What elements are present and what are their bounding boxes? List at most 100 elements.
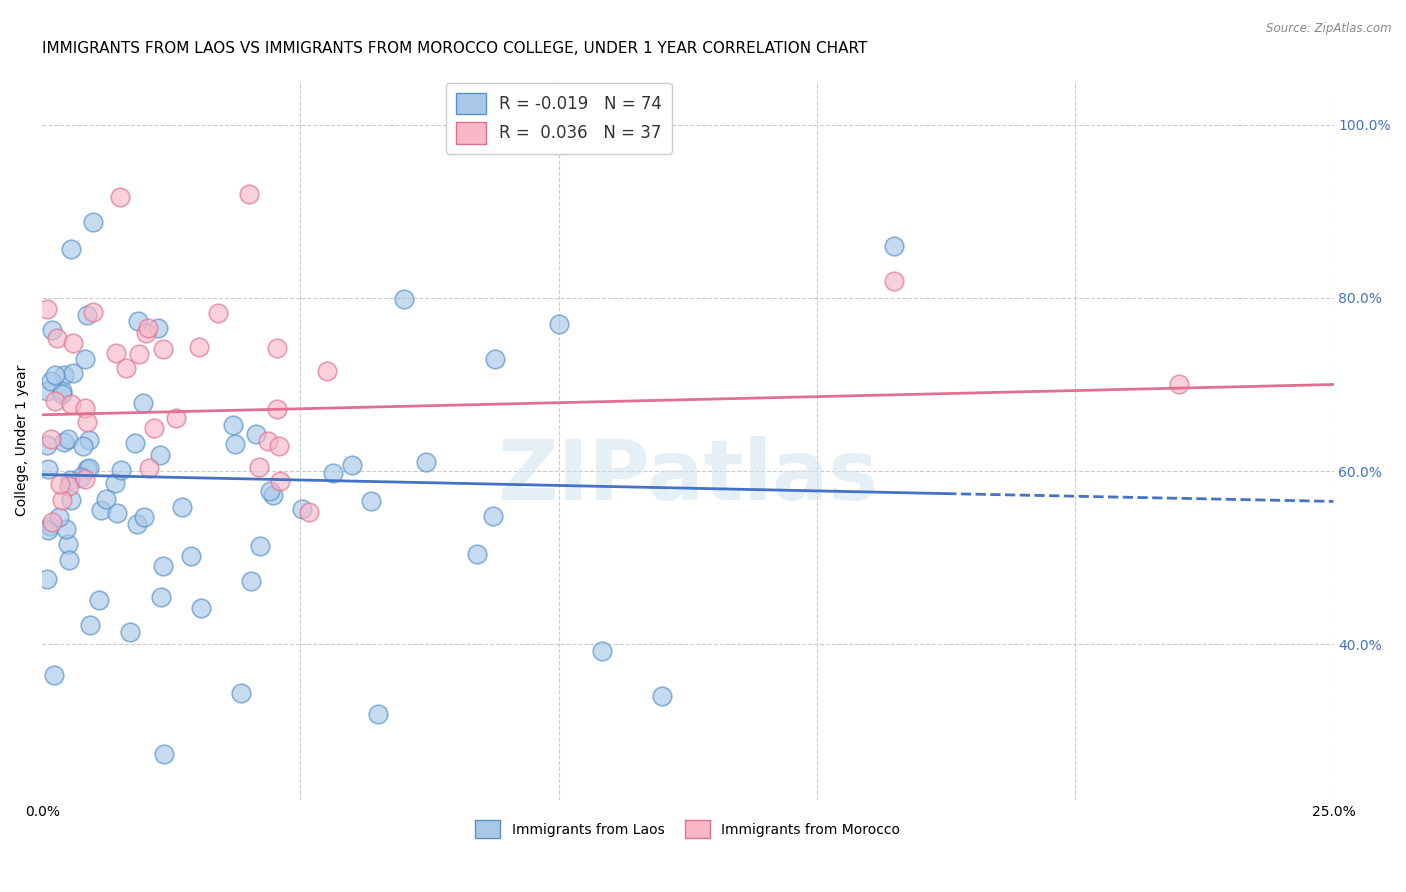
Point xyxy=(125,517,148,532)
Point xyxy=(266,401,288,416)
Y-axis label: College, Under 1 year: College, Under 1 year xyxy=(15,365,30,516)
Point xyxy=(73,351,96,366)
Point xyxy=(115,361,138,376)
Point xyxy=(394,292,416,306)
Point xyxy=(82,215,104,229)
Point xyxy=(90,502,112,516)
Point xyxy=(298,505,321,519)
Point xyxy=(322,466,344,480)
Text: ZIPatlas: ZIPatlas xyxy=(498,436,879,517)
Point xyxy=(270,474,292,488)
Point xyxy=(58,553,80,567)
Point xyxy=(127,314,149,328)
Point xyxy=(77,434,100,448)
Point xyxy=(124,436,146,450)
Point xyxy=(883,239,905,253)
Point xyxy=(53,435,76,450)
Point xyxy=(187,341,209,355)
Point xyxy=(152,558,174,573)
Point xyxy=(149,448,172,462)
Point xyxy=(256,434,278,449)
Point xyxy=(367,706,389,721)
Point xyxy=(152,342,174,356)
Point xyxy=(149,590,172,604)
Point xyxy=(104,476,127,491)
Point xyxy=(56,432,79,446)
Point xyxy=(238,186,260,201)
Point xyxy=(262,488,284,502)
Point xyxy=(37,438,59,452)
Point xyxy=(316,364,339,378)
Point xyxy=(180,549,202,564)
Point xyxy=(153,747,176,762)
Point xyxy=(482,509,505,524)
Point xyxy=(467,547,489,561)
Point xyxy=(128,347,150,361)
Point xyxy=(135,326,157,341)
Point xyxy=(245,426,267,441)
Point xyxy=(39,374,62,388)
Point xyxy=(53,368,76,383)
Point xyxy=(340,458,363,472)
Point xyxy=(267,439,290,453)
Point xyxy=(291,501,314,516)
Point xyxy=(59,397,82,411)
Point xyxy=(1167,377,1189,392)
Point xyxy=(547,317,569,331)
Text: IMMIGRANTS FROM LAOS VS IMMIGRANTS FROM MOROCCO COLLEGE, UNDER 1 YEAR CORRELATIO: IMMIGRANTS FROM LAOS VS IMMIGRANTS FROM … xyxy=(42,41,868,56)
Point xyxy=(207,306,229,320)
Text: Source: ZipAtlas.com: Source: ZipAtlas.com xyxy=(1267,22,1392,36)
Point xyxy=(37,384,59,399)
Point xyxy=(224,437,246,451)
Point xyxy=(108,190,131,204)
Point xyxy=(41,323,63,337)
Point xyxy=(229,685,252,699)
Point xyxy=(58,537,80,551)
Point xyxy=(51,492,73,507)
Point xyxy=(37,523,59,537)
Point xyxy=(172,500,194,515)
Legend: Immigrants from Laos, Immigrants from Morocco: Immigrants from Laos, Immigrants from Mo… xyxy=(470,814,905,844)
Point xyxy=(41,515,63,529)
Point xyxy=(39,432,62,446)
Point xyxy=(591,644,613,658)
Point xyxy=(44,393,66,408)
Point xyxy=(51,387,73,401)
Point xyxy=(222,417,245,432)
Point xyxy=(94,491,117,506)
Point xyxy=(73,401,96,415)
Point xyxy=(58,479,80,493)
Point xyxy=(484,351,506,366)
Point xyxy=(134,509,156,524)
Point xyxy=(105,507,128,521)
Point xyxy=(55,522,77,536)
Point xyxy=(44,368,66,383)
Point xyxy=(89,593,111,607)
Point xyxy=(37,572,59,586)
Point xyxy=(51,384,73,398)
Point xyxy=(110,463,132,477)
Point xyxy=(190,601,212,615)
Point xyxy=(883,274,905,288)
Point xyxy=(76,308,98,322)
Point xyxy=(240,574,263,589)
Point xyxy=(62,335,84,350)
Point xyxy=(39,518,62,533)
Point xyxy=(138,461,160,475)
Point xyxy=(72,439,94,453)
Point xyxy=(132,395,155,409)
Point xyxy=(247,459,270,474)
Point xyxy=(76,462,98,476)
Point xyxy=(59,492,82,507)
Point xyxy=(142,421,165,435)
Point xyxy=(415,455,437,469)
Point xyxy=(48,510,70,524)
Point xyxy=(146,321,169,335)
Point xyxy=(120,625,142,640)
Point xyxy=(46,331,69,345)
Point xyxy=(49,476,72,491)
Point xyxy=(77,461,100,475)
Point xyxy=(136,321,159,335)
Point xyxy=(37,301,59,316)
Point xyxy=(76,415,98,429)
